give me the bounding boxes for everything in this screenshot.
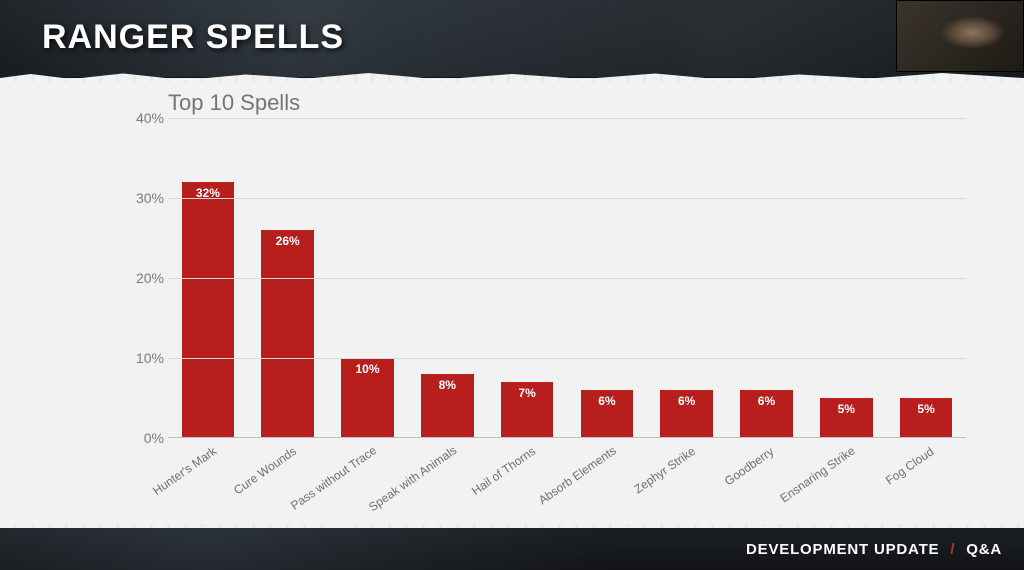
x-label-slot: Fog Cloud <box>886 438 966 523</box>
x-label-slot: Ensnaring Strike <box>806 438 886 523</box>
x-label-slot: Hunter's Mark <box>168 438 248 523</box>
bar: 6% <box>740 390 793 438</box>
x-label-slot: Zephyr Strike <box>647 438 727 523</box>
bar-value-label: 6% <box>660 394 713 408</box>
bar: 7% <box>501 382 554 438</box>
x-label-slot: Absorb Elements <box>567 438 647 523</box>
bar-value-label: 26% <box>261 234 314 248</box>
bar-value-label: 6% <box>581 394 634 408</box>
bar: 26% <box>261 230 314 438</box>
x-label: Hunter's Mark <box>150 444 219 498</box>
y-tick-label: 10% <box>110 350 164 366</box>
bar: 6% <box>660 390 713 438</box>
x-label: Goodberry <box>722 444 776 488</box>
x-axis-labels: Hunter's MarkCure WoundsPass without Tra… <box>168 438 966 523</box>
bar-value-label: 7% <box>501 386 554 400</box>
chart-title: Top 10 Spells <box>168 90 986 116</box>
header-band: RANGER SPELLS <box>0 0 1024 80</box>
bar-value-label: 5% <box>820 402 873 416</box>
bar: 32% <box>182 182 235 438</box>
footer-right: Q&A <box>966 541 1002 558</box>
bar: 8% <box>421 374 474 438</box>
x-label-slot: Speak with Animals <box>407 438 487 523</box>
bar: 6% <box>581 390 634 438</box>
y-axis: 0%10%20%30%40% <box>110 118 164 438</box>
bar-value-label: 8% <box>421 378 474 392</box>
y-tick-label: 20% <box>110 270 164 286</box>
y-tick-label: 0% <box>110 430 164 446</box>
footer-band: DEVELOPMENT UPDATE / Q&A <box>0 528 1024 570</box>
gridline <box>168 198 966 199</box>
footer-text: DEVELOPMENT UPDATE / Q&A <box>746 541 1002 558</box>
gridline <box>168 278 966 279</box>
bar: 5% <box>820 398 873 438</box>
bar: 10% <box>341 358 394 438</box>
chart-plot-area: 0%10%20%30%40% 32%26%10%8%7%6%6%6%5%5% <box>168 118 966 438</box>
y-tick-label: 40% <box>110 110 164 126</box>
y-tick-label: 30% <box>110 190 164 206</box>
footer-separator: / <box>950 541 955 558</box>
gridline <box>168 118 966 119</box>
page-title: RANGER SPELLS <box>42 18 344 57</box>
x-label: Fog Cloud <box>883 444 936 487</box>
gridline <box>168 358 966 359</box>
bar-value-label: 6% <box>740 394 793 408</box>
presenter-webcam <box>896 0 1024 72</box>
footer-left: DEVELOPMENT UPDATE <box>746 541 939 558</box>
bar: 5% <box>900 398 953 438</box>
bar-value-label: 5% <box>900 402 953 416</box>
bar-value-label: 10% <box>341 362 394 376</box>
chart-card: Top 10 Spells 0% 10% 20% 30% 40% 32% 26% 10% 8%… <box>0 78 1024 528</box>
x-label-slot: Hail of Thorns <box>487 438 567 523</box>
